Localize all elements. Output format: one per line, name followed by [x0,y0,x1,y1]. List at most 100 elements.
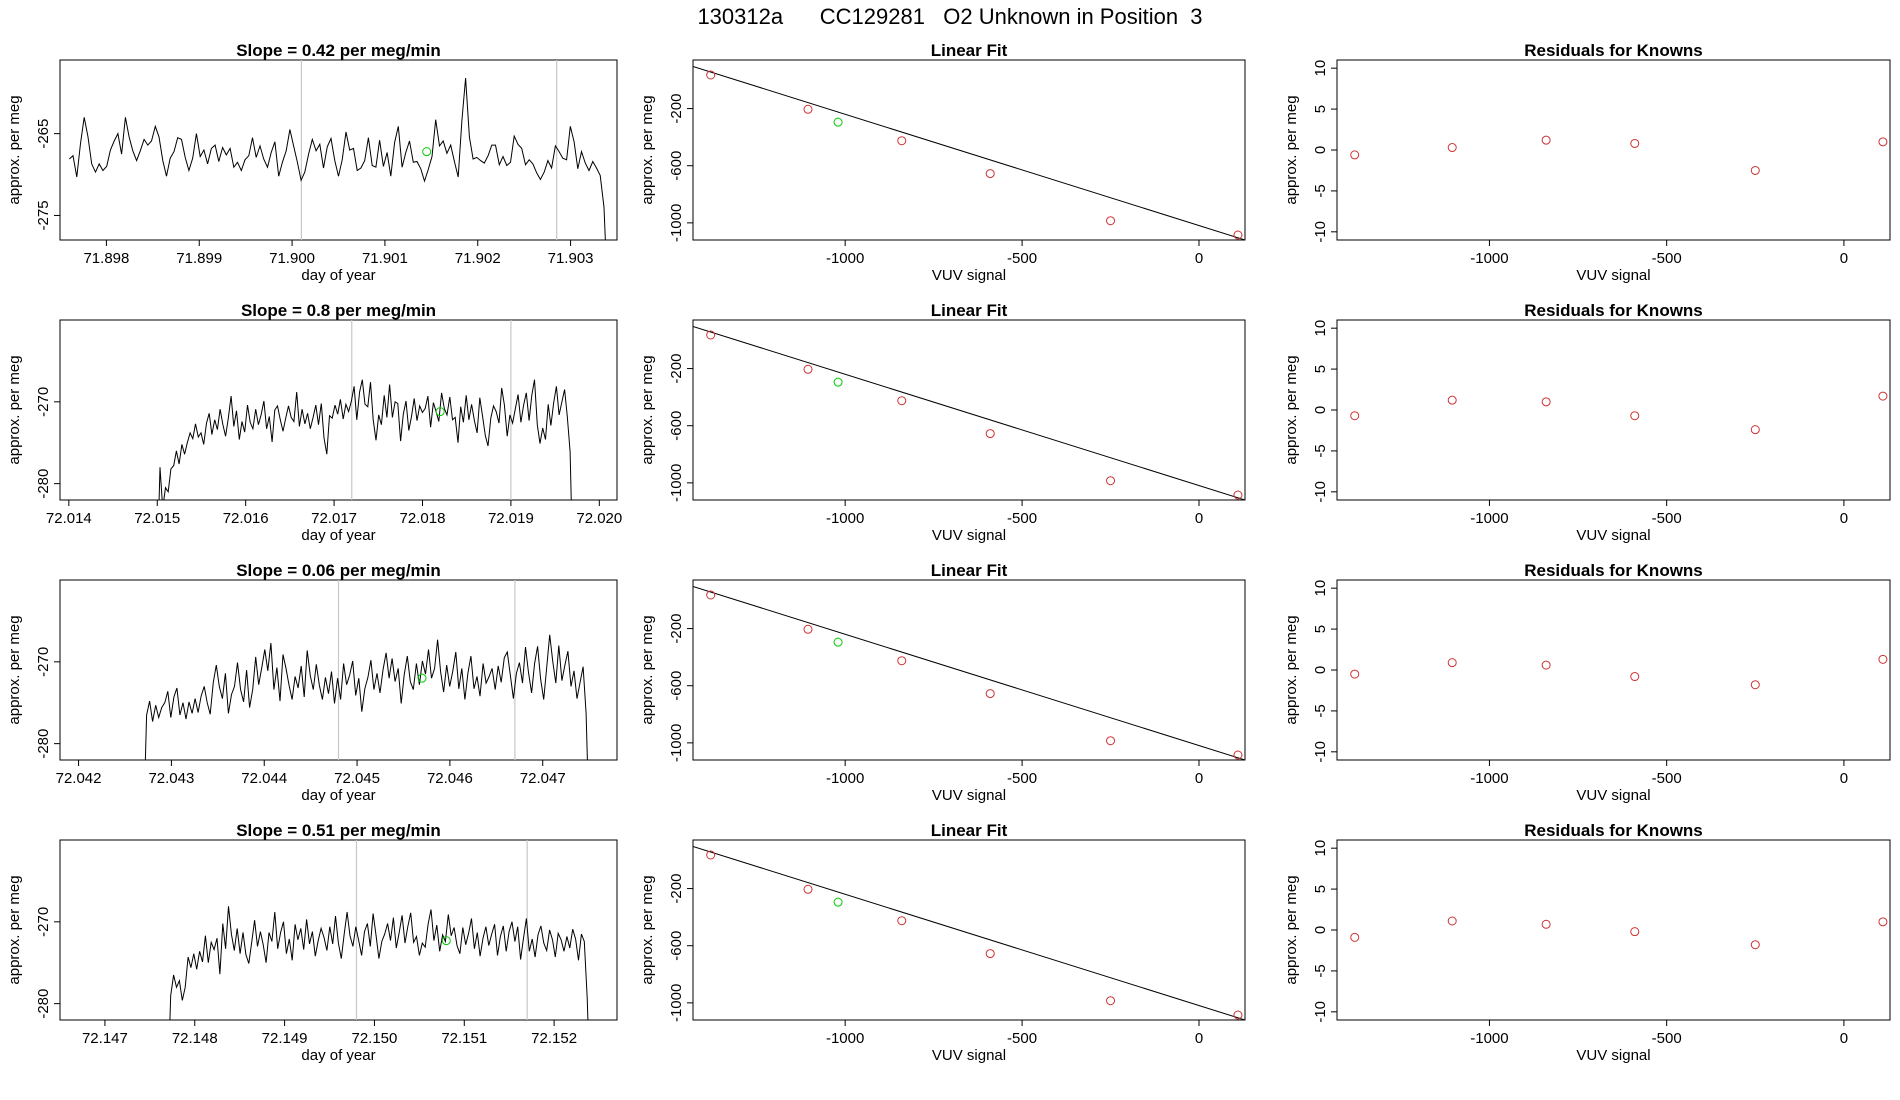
series-line [158,379,572,500]
x-tick-label: -500 [1007,770,1037,787]
x-tick-label: 71.898 [83,250,129,267]
x-tick-label: 71.902 [455,250,501,267]
x-axis-label: day of year [301,1047,375,1064]
x-tick-label: -1000 [1470,250,1508,267]
data-point [1750,680,1760,690]
x-tick-label: 72.020 [576,510,622,527]
unknown-marker-point [435,407,445,417]
x-tick-label: -1000 [826,510,864,527]
y-tick-label: -5 [1312,444,1329,457]
x-tick-label: 72.017 [311,510,357,527]
data-point [1350,669,1360,679]
x-tick-label: -1000 [1470,770,1508,787]
y-tick-label: 5 [1312,885,1329,893]
x-axis-label: VUV signal [932,1047,1006,1064]
x-tick-label: -1000 [826,250,864,267]
x-tick-label: 72.042 [56,770,102,787]
x-tick-label: 72.152 [531,1030,577,1047]
data-point [706,850,716,860]
fit-line [693,845,1245,1020]
plot-data [1350,135,1888,175]
x-tick-label: 0 [1840,1030,1848,1047]
chart-panel-9: Residuals for Knowns -1000 -500 0 VUV signal… [1283,561,1891,804]
data-point [897,656,907,666]
y-tick-label: -275 [35,200,52,230]
data-point [1233,1010,1243,1020]
page-title: 130312a CC129281 O2 Unknown in Position … [697,4,1203,29]
unknown-marker-point [441,936,451,946]
chart-panel-7: Slope = 0.06 per meg/min 72.042 72.043 72.0… [6,561,618,804]
y-axis-label: approx. per meg [639,95,656,204]
x-tick-label: -500 [1652,1030,1682,1047]
data-point [1541,135,1551,145]
plot-data [144,580,588,760]
data-point [1878,137,1888,147]
plot-data [693,65,1245,240]
y-tick-label: 5 [1312,365,1329,373]
x-tick-label: 71.901 [362,250,408,267]
y-axis-label: approx. per meg [1283,95,1300,204]
y-axis-label: approx. per meg [6,355,23,464]
chart-title: Linear Fit [931,41,1008,60]
unknown-marker-point [422,147,432,157]
x-tick-label: 71.899 [176,250,222,267]
data-point [1350,150,1360,160]
y-tick-label: 10 [1312,840,1329,857]
unknown-marker-point [833,637,843,647]
unknown-marker-point [833,117,843,127]
chart-title: Residuals for Knowns [1524,41,1703,60]
y-tick-label: -1000 [668,984,685,1022]
x-tick-label: -500 [1652,770,1682,787]
chart-panel-11: Linear Fit -1000 -500 0 VUV signal -1000 -600 -… [639,821,1246,1064]
data-point [1106,476,1116,486]
data-point [1447,658,1457,668]
x-tick-label: -500 [1652,510,1682,527]
x-tick-label: 72.044 [241,770,287,787]
data-point [985,429,995,439]
x-axis-label: VUV signal [1576,267,1650,284]
chart-panel-10: Slope = 0.51 per meg/min 72.147 72.148 72.1… [6,821,618,1064]
data-point [803,624,813,634]
y-tick-label: -200 [668,354,685,384]
plot-frame [59,59,618,241]
x-axis-label: VUV signal [1576,1047,1650,1064]
chart-title: Residuals for Knowns [1524,561,1703,580]
y-tick-label: -200 [668,94,685,124]
data-point [1447,143,1457,153]
x-tick-label: 72.019 [488,510,534,527]
y-tick-label: 0 [1312,146,1329,154]
chart-panel-12: Residuals for Knowns -1000 -500 0 VUV signal… [1283,821,1891,1064]
data-point [985,689,995,699]
chart-title: Slope = 0.51 per meg/min [236,821,441,840]
y-tick-label: 0 [1312,666,1329,674]
plot-data [693,585,1245,760]
data-point [1350,411,1360,421]
plot-data [68,60,606,240]
y-tick-label: -10 [1312,481,1329,503]
x-tick-label: 72.043 [148,770,194,787]
data-point [1447,395,1457,405]
y-tick-label: -280 [35,989,52,1019]
x-tick-label: 72.016 [223,510,269,527]
x-tick-label: 0 [1840,510,1848,527]
data-point [1541,397,1551,407]
y-tick-label: 0 [1312,926,1329,934]
x-tick-label: 72.046 [427,770,473,787]
plot-data [158,320,572,500]
data-point [803,364,813,374]
x-tick-label: 0 [1840,770,1848,787]
unknown-marker-point [833,377,843,387]
y-tick-label: -5 [1312,964,1329,977]
plot-data [1350,916,1888,950]
data-point [1106,736,1116,746]
data-point [1106,216,1116,226]
y-tick-label: 10 [1312,60,1329,77]
y-axis-label: approx. per meg [639,875,656,984]
x-tick-label: -1000 [1470,510,1508,527]
plot-data [693,325,1245,500]
fit-line [693,325,1245,500]
x-tick-label: 72.150 [351,1030,397,1047]
data-point [1541,919,1551,929]
x-axis-label: VUV signal [1576,527,1650,544]
y-tick-label: -10 [1312,741,1329,763]
